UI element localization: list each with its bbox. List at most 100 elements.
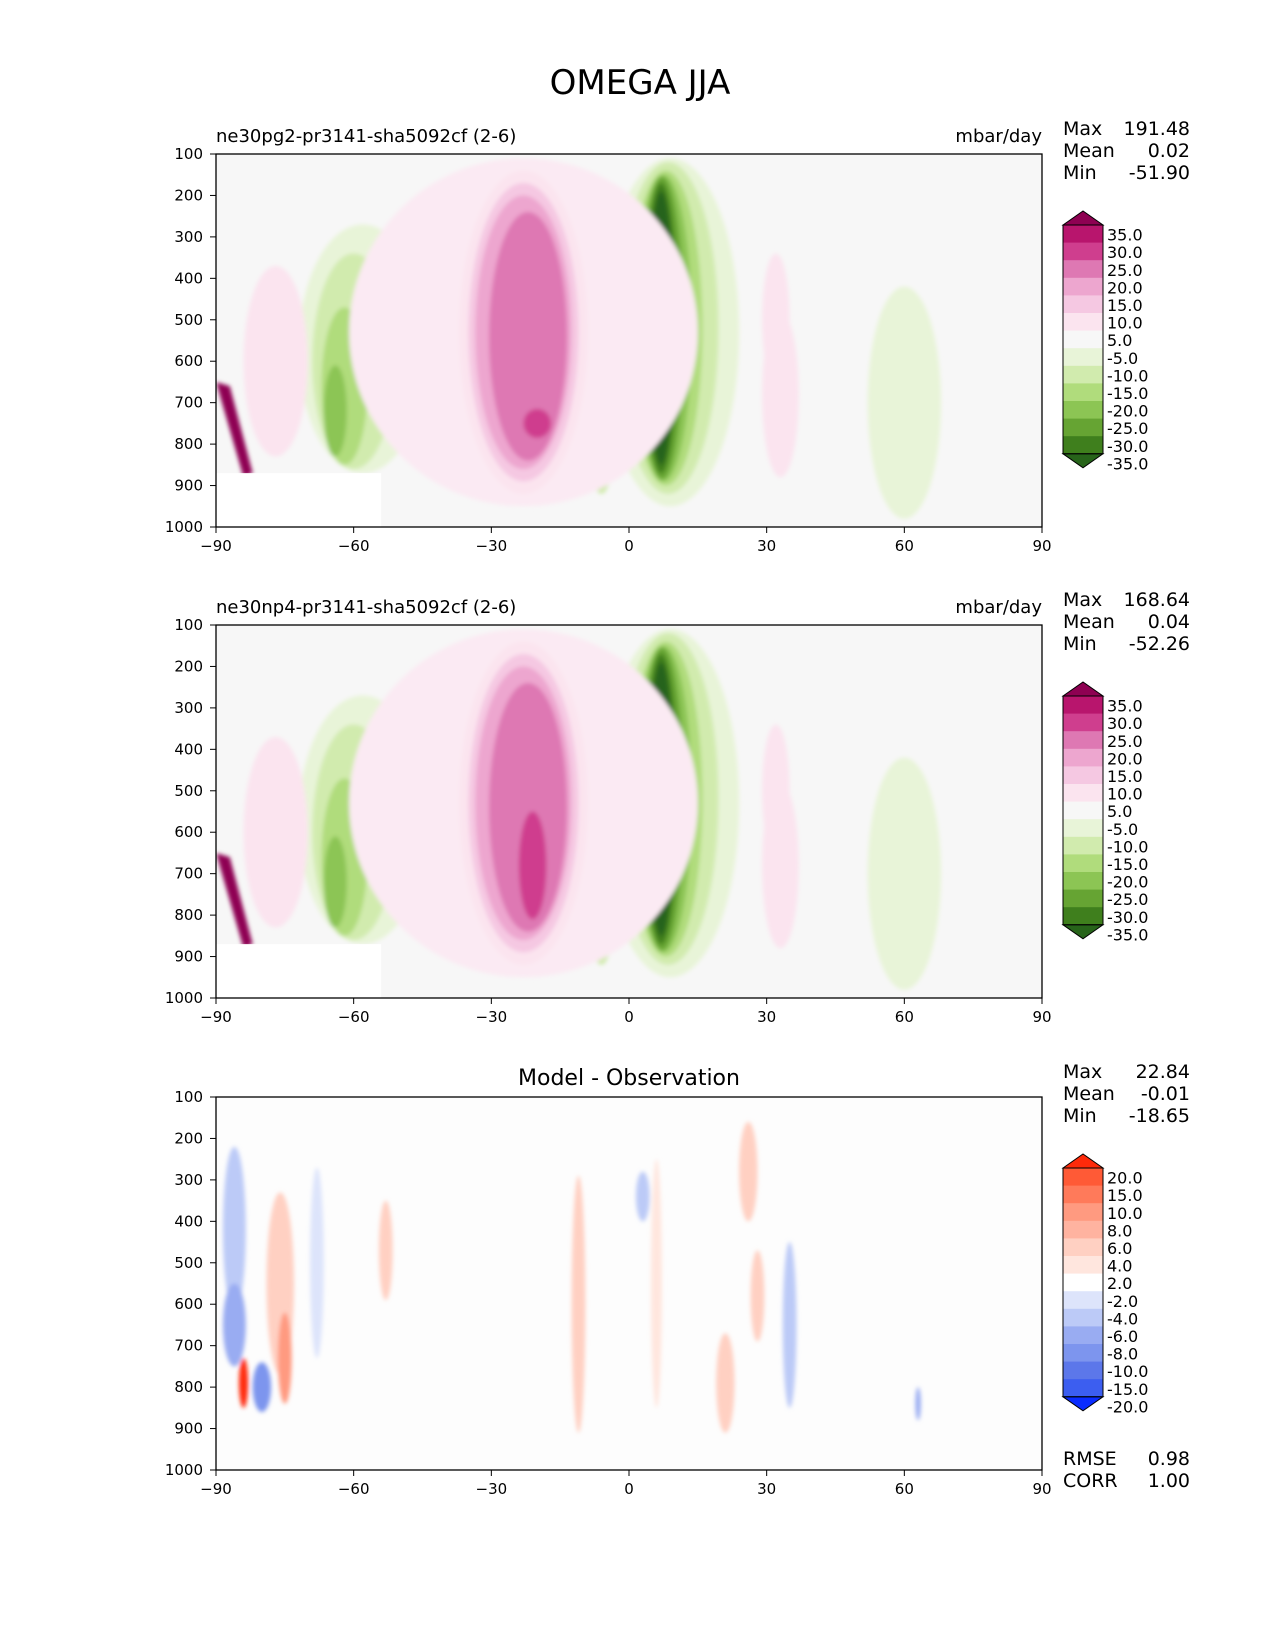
colorbar-segment bbox=[1063, 418, 1103, 437]
panel-3: −90 −60 −30 0 30 60 90 100 200 300 400 500 600 700 800… bbox=[165, 1061, 1190, 1498]
colorbar-label: -4.0 bbox=[1107, 1309, 1138, 1328]
x-tick-label: 90 bbox=[1032, 537, 1051, 555]
y-tick-label: 800 bbox=[174, 435, 203, 453]
colorbar-segment bbox=[1063, 242, 1103, 261]
colorbar-label: 4.0 bbox=[1107, 1257, 1132, 1276]
stat-label: Max bbox=[1063, 118, 1102, 140]
contour-pink-max bbox=[523, 408, 551, 438]
colorbar: 20.015.010.08.06.04.02.0-2.0-4.0-6.0-8.0… bbox=[1061, 1153, 1148, 1416]
colorbar-label: -20.0 bbox=[1107, 873, 1148, 892]
colorbar-label: -35.0 bbox=[1107, 925, 1148, 944]
colorbar-label: 30.0 bbox=[1107, 714, 1143, 733]
contour-green-60s-inner bbox=[323, 836, 347, 928]
x-tick-label: 0 bbox=[624, 537, 634, 555]
anomaly-blue-68s bbox=[310, 1167, 324, 1359]
colorbar-segment bbox=[1063, 1326, 1103, 1345]
colorbar-label: -20.0 bbox=[1107, 402, 1148, 421]
contour-field bbox=[222, 1121, 921, 1433]
stat-label: Max bbox=[1063, 1061, 1102, 1083]
y-tick-label: 600 bbox=[174, 823, 203, 841]
colorbar-segment bbox=[1063, 836, 1103, 855]
stat-value: 168.64 bbox=[1124, 589, 1190, 611]
x-tick-label: −60 bbox=[338, 1008, 370, 1026]
contour-field bbox=[216, 158, 942, 519]
colorbar-segment bbox=[1063, 784, 1103, 803]
anomaly-red-11s bbox=[571, 1175, 586, 1433]
x-tick-label: 60 bbox=[895, 1008, 914, 1026]
x-tick-label: −60 bbox=[338, 537, 370, 555]
y-tick-label: 1000 bbox=[165, 518, 203, 536]
contour-field bbox=[216, 629, 942, 990]
panel-units: mbar/day bbox=[955, 597, 1042, 618]
colorbar: 35.030.025.020.015.010.05.0-5.0-10.0-15.… bbox=[1061, 210, 1148, 473]
colorbar-segment bbox=[1063, 819, 1103, 838]
colorbar-label: 20.0 bbox=[1107, 749, 1143, 768]
extra-stat-label: CORR bbox=[1063, 1470, 1118, 1492]
extra-stat-value: 1.00 bbox=[1148, 1470, 1190, 1492]
stat-label: Mean bbox=[1063, 611, 1115, 633]
colorbar-label: -5.0 bbox=[1107, 349, 1138, 368]
y-tick-label: 100 bbox=[174, 1088, 203, 1106]
y-tick-label: 200 bbox=[174, 1129, 203, 1147]
y-tick-label: 900 bbox=[174, 1420, 203, 1438]
colorbar-segment bbox=[1063, 907, 1103, 926]
x-tick-label: −90 bbox=[200, 1008, 232, 1026]
colorbar-segment bbox=[1063, 1379, 1103, 1398]
colorbar-segment bbox=[1063, 713, 1103, 732]
y-tick-label: 200 bbox=[174, 186, 203, 204]
y-tick-label: 400 bbox=[174, 1212, 203, 1230]
colorbar-segment bbox=[1063, 731, 1103, 750]
x-tick-label: 60 bbox=[895, 1480, 914, 1498]
colorbar-segment bbox=[1063, 1344, 1103, 1363]
colorbar-extend-max bbox=[1061, 1153, 1105, 1169]
y-tick-label: 300 bbox=[174, 699, 203, 717]
anomaly-red-75s-core bbox=[277, 1312, 292, 1404]
colorbar-label: 25.0 bbox=[1107, 261, 1143, 280]
panel-title: Model - Observation bbox=[518, 1066, 740, 1091]
y-tick-label: 700 bbox=[174, 394, 203, 412]
anomaly-red-6n bbox=[651, 1159, 663, 1408]
colorbar-label: -10.0 bbox=[1107, 1362, 1148, 1381]
anomaly-blue-35n bbox=[782, 1242, 797, 1408]
colorbar-label: -35.0 bbox=[1107, 454, 1148, 473]
contour-polar-max bbox=[216, 852, 253, 949]
stat-value: -52.26 bbox=[1129, 633, 1190, 655]
x-tick-label: 90 bbox=[1032, 1008, 1051, 1026]
colorbar-label: -10.0 bbox=[1107, 366, 1148, 385]
colorbar-label: -30.0 bbox=[1107, 437, 1148, 456]
x-tick-label: 90 bbox=[1032, 1480, 1051, 1498]
colorbar-label: -5.0 bbox=[1107, 820, 1138, 839]
anomaly-blue-85s-low bbox=[222, 1283, 246, 1367]
x-tick-label: −30 bbox=[476, 1480, 508, 1498]
anomaly-red-28n bbox=[750, 1250, 765, 1342]
y-tick-label: 700 bbox=[174, 865, 203, 883]
colorbar-segment bbox=[1063, 383, 1103, 402]
colorbar-label: -8.0 bbox=[1107, 1345, 1138, 1364]
contour-pink-35n bbox=[762, 311, 799, 478]
x-tick-label: −30 bbox=[476, 537, 508, 555]
colorbar-segment bbox=[1063, 277, 1103, 296]
anomaly-red-26n bbox=[739, 1121, 758, 1222]
colorbar-segment bbox=[1063, 1220, 1103, 1239]
colorbar-label: -25.0 bbox=[1107, 890, 1148, 909]
colorbar-segment bbox=[1063, 766, 1103, 785]
x-tick-label: 60 bbox=[895, 537, 914, 555]
anomaly-blue-80s bbox=[252, 1362, 272, 1412]
colorbar-label: -20.0 bbox=[1107, 1397, 1148, 1416]
contour-pink-max bbox=[518, 811, 547, 920]
x-tick-label: −30 bbox=[476, 1008, 508, 1026]
anomaly-red-polar bbox=[238, 1358, 249, 1408]
y-tick-label: 1000 bbox=[165, 1461, 203, 1479]
colorbar-label: 15.0 bbox=[1107, 296, 1143, 315]
contour-pink-35n bbox=[762, 782, 799, 949]
topography-mask bbox=[216, 473, 382, 527]
colorbar-label: -30.0 bbox=[1107, 908, 1148, 927]
colorbar-segment bbox=[1063, 1203, 1103, 1222]
colorbar-label: 10.0 bbox=[1107, 785, 1143, 804]
y-tick-label: 400 bbox=[174, 269, 203, 287]
y-tick-label: 500 bbox=[174, 782, 203, 800]
anomaly-blue-85s bbox=[222, 1146, 246, 1313]
colorbar-segment bbox=[1063, 225, 1103, 244]
stat-label: Mean bbox=[1063, 140, 1115, 162]
anomaly-blue-63n bbox=[915, 1387, 921, 1421]
